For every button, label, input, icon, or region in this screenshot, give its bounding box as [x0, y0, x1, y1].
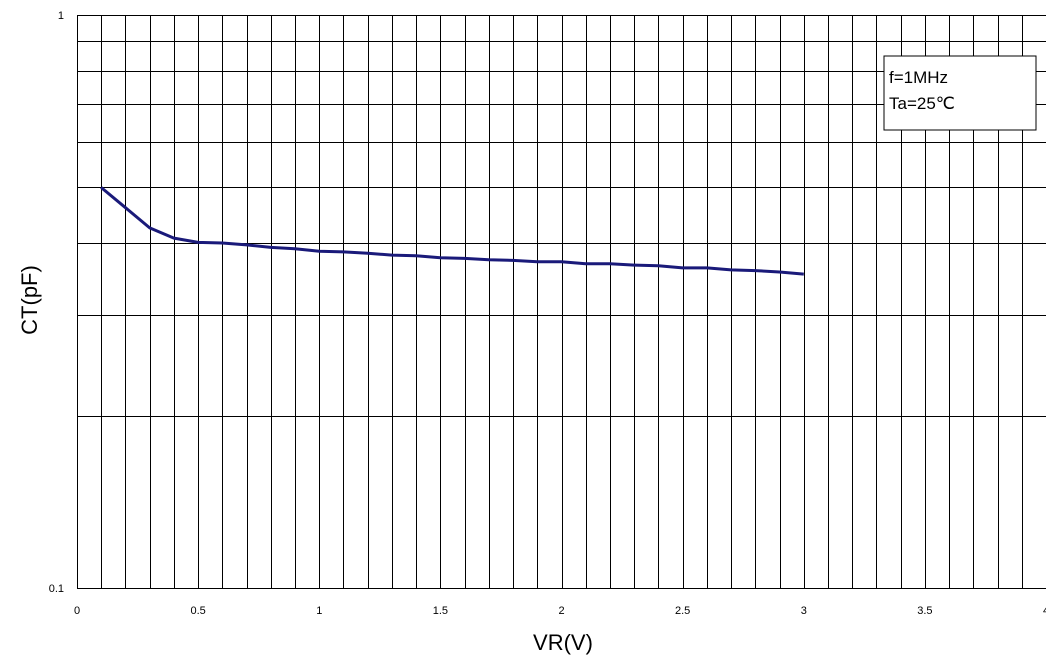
y-tick-label: 1	[58, 10, 64, 22]
x-tick-label: 0.5	[190, 605, 205, 617]
y-axis-label: CT(pF)	[17, 265, 42, 335]
series-line	[100, 186, 804, 276]
x-tick-label: 4	[1043, 605, 1046, 617]
annotation-temperature: Ta=25℃	[889, 94, 955, 113]
x-axis-label: VR(V)	[533, 630, 593, 655]
x-tick-label: 0	[74, 605, 80, 617]
x-tick-label: 2	[558, 605, 564, 617]
x-tick-label: 1.5	[433, 605, 448, 617]
x-tick-label: 1	[316, 605, 322, 617]
x-tick-label: 3.5	[917, 605, 932, 617]
annotation-frequency: f=1MHz	[889, 68, 948, 87]
x-tick-label: 3	[801, 605, 807, 617]
tick-labels: 0 0.5 1 1.5 2 2.5 3 3.5 4 1 0.1	[49, 10, 1046, 617]
annotation-box: f=1MHz Ta=25℃	[883, 55, 1037, 131]
x-tick-label: 2.5	[675, 605, 690, 617]
y-tick-label: 0.1	[49, 583, 64, 595]
